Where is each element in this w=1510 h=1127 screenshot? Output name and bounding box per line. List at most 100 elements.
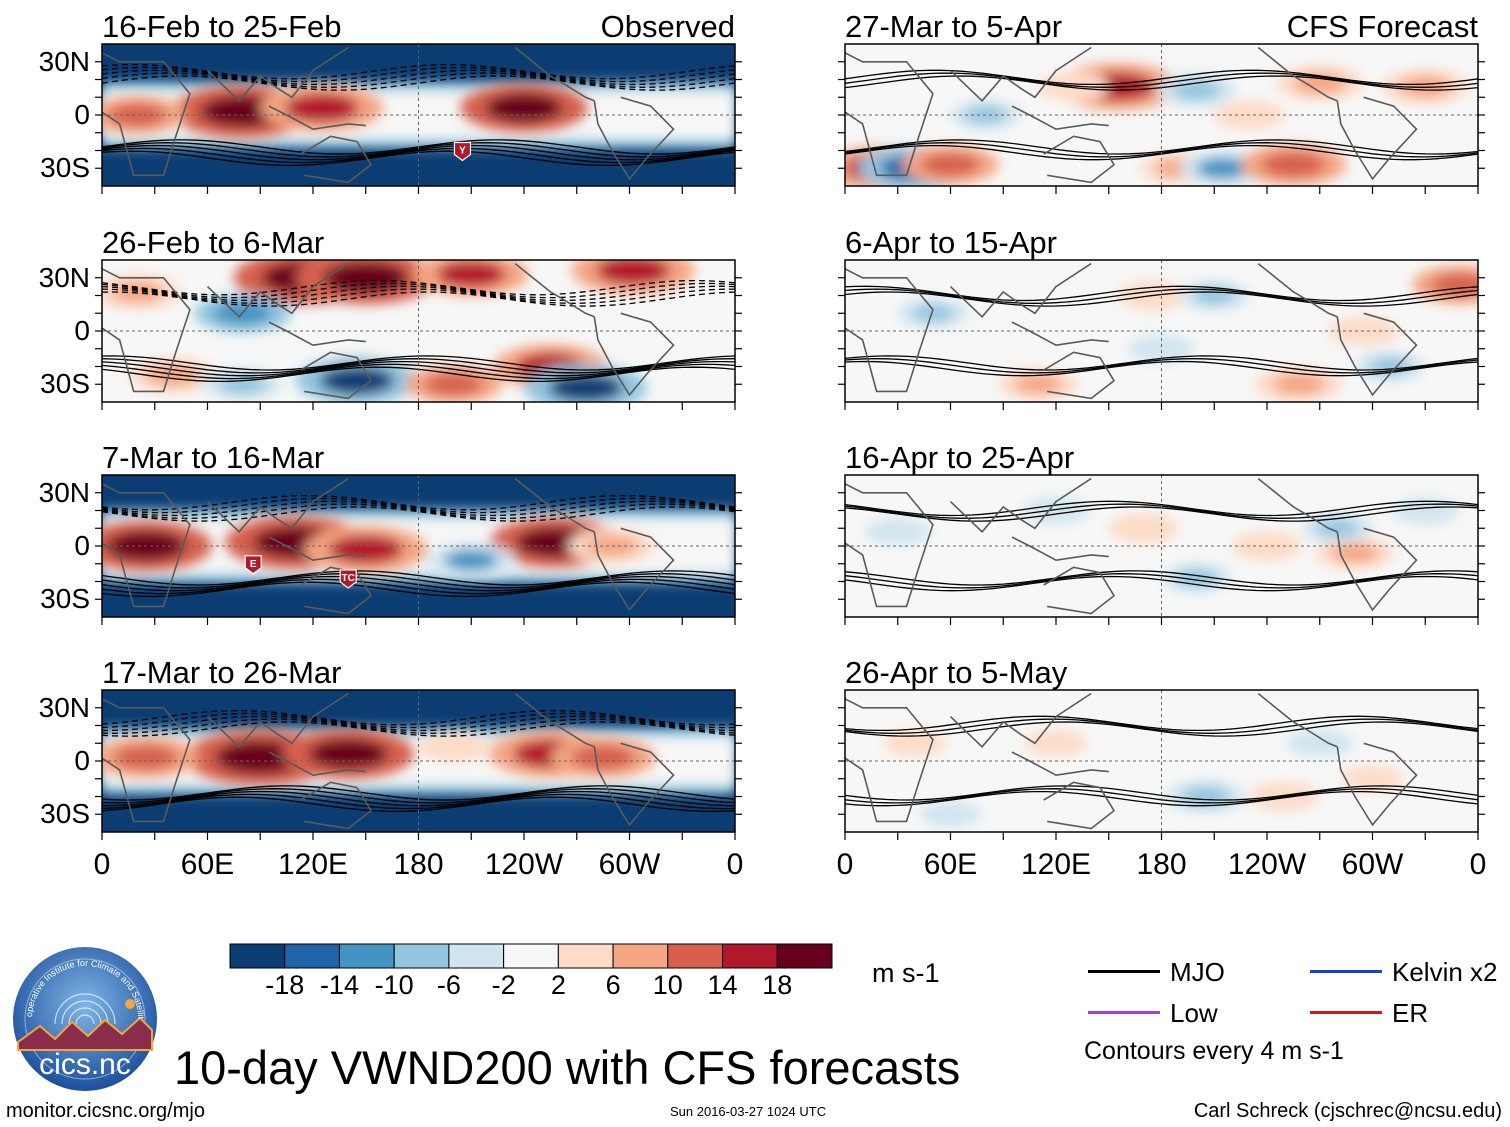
footer-timestamp: Sun 2016-03-27 1024 UTC bbox=[670, 1104, 827, 1119]
mjo-contour bbox=[845, 573, 1478, 589]
mjo-contour bbox=[102, 793, 735, 810]
colorbar-swatch bbox=[229, 943, 286, 969]
legend-er-label: ER bbox=[1392, 998, 1429, 1028]
mjo-contour bbox=[102, 69, 735, 86]
coastline bbox=[1257, 46, 1338, 102]
lon-label: 0 bbox=[1469, 848, 1487, 881]
colorbar-label: -6 bbox=[436, 970, 461, 1000]
lat-label: 0 bbox=[74, 99, 90, 130]
coastline bbox=[300, 566, 373, 615]
coastline bbox=[206, 692, 349, 748]
coastline bbox=[206, 46, 349, 102]
colorbar-swatch bbox=[776, 943, 833, 969]
colorbar-label: -18 bbox=[265, 970, 305, 1000]
storm-marker-label: E bbox=[250, 559, 257, 570]
colorbar-label: 18 bbox=[762, 970, 793, 1000]
anomaly-core bbox=[1272, 373, 1326, 395]
mjo-contour bbox=[102, 75, 735, 91]
logo-sun bbox=[125, 999, 135, 1009]
legend-er-line bbox=[1310, 1011, 1382, 1014]
mjo-contour bbox=[845, 358, 1478, 374]
panel-title-8: 26-Apr to 5-May bbox=[845, 655, 1068, 690]
panel-title-7: 16-Apr to 25-Apr bbox=[845, 440, 1075, 475]
lat-label: 30N bbox=[38, 691, 90, 723]
colorbar-swatch bbox=[338, 943, 395, 969]
anomaly-core bbox=[1141, 340, 1182, 357]
coastline bbox=[949, 692, 1092, 748]
coastline bbox=[1336, 312, 1418, 397]
colorbar-swatch bbox=[667, 943, 724, 969]
mjo-contour bbox=[102, 282, 735, 299]
anomaly-core bbox=[1196, 157, 1250, 179]
anomaly-core bbox=[585, 535, 639, 557]
lon-label: 60W bbox=[598, 848, 661, 881]
coastline bbox=[1257, 262, 1338, 318]
mjo-contour bbox=[102, 285, 735, 302]
legend-mjo-line bbox=[1088, 970, 1160, 973]
storm-marker-label: Y bbox=[459, 146, 466, 157]
map-panel-5 bbox=[838, 43, 1485, 194]
storm-marker bbox=[339, 569, 357, 589]
anomaly-core bbox=[877, 523, 918, 541]
anomaly-core bbox=[328, 535, 403, 564]
lat-label: 30S bbox=[40, 152, 90, 184]
coastline bbox=[593, 742, 675, 827]
coastline bbox=[1257, 477, 1338, 533]
colorbar-label: -10 bbox=[374, 970, 414, 1000]
coastline bbox=[1336, 742, 1418, 827]
coastline bbox=[949, 262, 1092, 318]
coastline bbox=[845, 52, 934, 177]
anomaly-core bbox=[424, 372, 483, 396]
legend-low-line bbox=[1088, 1011, 1160, 1014]
coastline bbox=[845, 698, 934, 823]
coastline bbox=[1043, 781, 1116, 830]
map-panel-8 bbox=[838, 689, 1485, 840]
mjo-contour bbox=[102, 788, 735, 804]
colorbar-label: 10 bbox=[652, 970, 683, 1000]
coastline bbox=[593, 527, 675, 612]
coastline bbox=[593, 312, 675, 397]
lon-label: 60W bbox=[1341, 848, 1404, 881]
mjo-contour bbox=[102, 363, 735, 380]
lat-label: 30S bbox=[40, 798, 90, 830]
mjo-contour bbox=[102, 581, 735, 598]
contour-interval-note: Contours every 4 m s-1 bbox=[1084, 1037, 1344, 1065]
panel-grid: Y E TC bbox=[95, 43, 1485, 840]
legend-low-label: Low bbox=[1170, 998, 1218, 1028]
anomaly-core bbox=[215, 740, 306, 775]
lat-label: 30S bbox=[40, 368, 90, 400]
page-title: 10-day VWND200 with CFS forecasts bbox=[174, 1041, 961, 1094]
forecast-label: CFS Forecast bbox=[1286, 9, 1478, 44]
anomaly-core bbox=[145, 364, 199, 386]
mjo-contour bbox=[102, 500, 735, 517]
anomaly-core bbox=[432, 738, 475, 756]
mjo-contour bbox=[845, 790, 1478, 807]
anomaly-core bbox=[571, 745, 635, 770]
colorbar-label: 6 bbox=[605, 970, 621, 1000]
anomaly-core bbox=[1299, 735, 1340, 752]
storm-marker-label: TC bbox=[341, 573, 354, 584]
lon-label: 180 bbox=[393, 848, 444, 881]
mjo-contour bbox=[102, 288, 735, 304]
coastline bbox=[102, 268, 191, 393]
coastline bbox=[1336, 96, 1418, 181]
anomaly-core bbox=[319, 366, 394, 395]
colorbar-label: -14 bbox=[319, 970, 359, 1000]
coastline bbox=[102, 698, 191, 823]
coastline bbox=[300, 351, 373, 400]
mjo-contour bbox=[102, 494, 735, 511]
footer-url[interactable]: monitor.cicsnc.org/mjo bbox=[6, 1100, 205, 1122]
legend-mjo-label: MJO bbox=[1170, 957, 1225, 987]
mjo-contour bbox=[102, 360, 735, 377]
anomaly-core bbox=[1014, 374, 1063, 394]
lat-label: 0 bbox=[74, 315, 90, 346]
anomaly-core bbox=[284, 93, 359, 122]
cics-logo[interactable]: Cooperative Institute for Climate and Sa… bbox=[10, 944, 160, 1094]
coastline bbox=[268, 321, 366, 347]
colorbar-units: m s-1 bbox=[872, 958, 940, 988]
logo-text: cics.nc bbox=[39, 1048, 131, 1081]
storm-marker bbox=[453, 141, 472, 162]
mjo-contour bbox=[102, 147, 735, 164]
colorbar bbox=[229, 943, 833, 969]
coastline bbox=[593, 96, 675, 181]
